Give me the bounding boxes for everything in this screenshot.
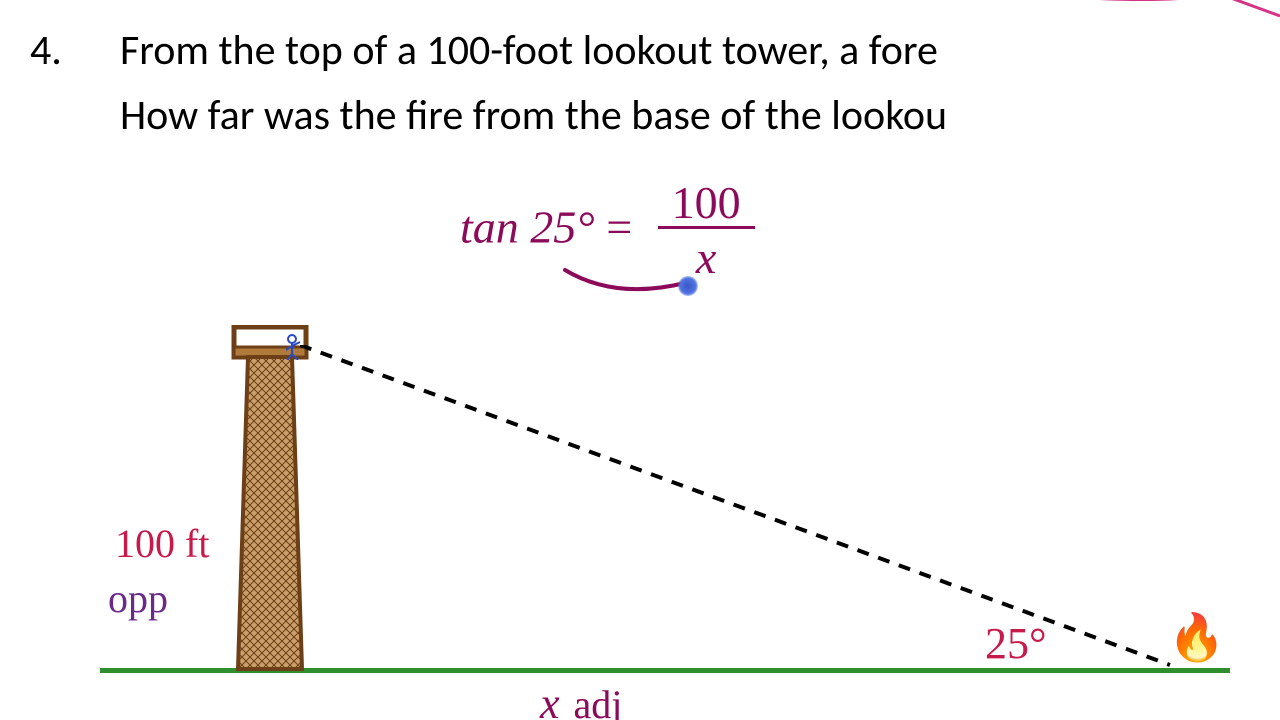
stray-scribble — [860, 0, 1280, 20]
fire-icon: 🔥 — [1168, 615, 1225, 661]
label-adj: adj — [574, 682, 623, 720]
label-angle: 25° — [985, 618, 1047, 669]
label-x: x — [540, 679, 560, 720]
question-number: 4. — [30, 25, 62, 76]
label-adjacent: xadj — [540, 678, 622, 720]
label-tower-height: 100 ft — [115, 520, 209, 567]
line-of-sight — [300, 345, 1180, 680]
pen-cursor-icon — [678, 276, 698, 296]
label-opposite: opp — [108, 575, 168, 622]
question-text-line2: How far was the fire from the base of th… — [120, 90, 947, 141]
question-text-line1: From the top of a 100-foot lookout tower… — [120, 25, 938, 76]
equation-numerator: 100 — [658, 180, 755, 229]
equation-lhs: tan 25° — [460, 202, 595, 253]
equation-equals: = — [606, 202, 632, 253]
